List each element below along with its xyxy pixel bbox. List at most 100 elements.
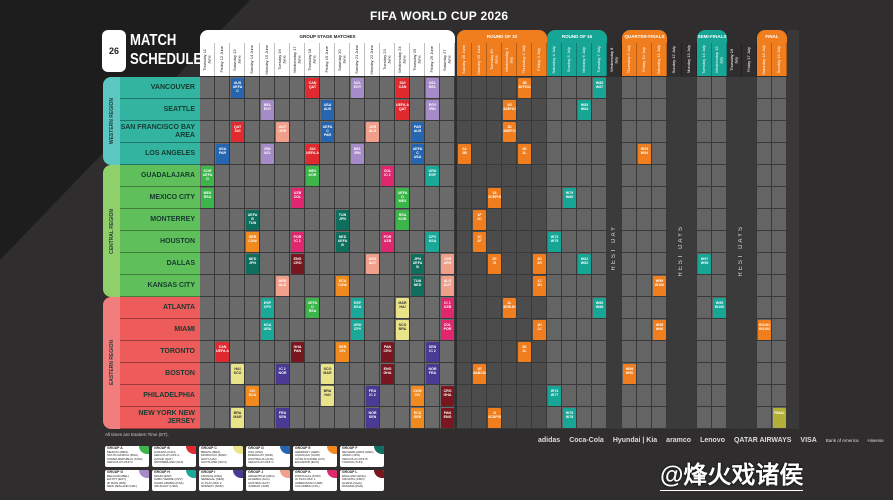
group-match-j[interactable]: ARG AUT: [366, 254, 379, 274]
knockout-match-r16[interactable]: W83 W84: [578, 100, 591, 120]
group-match-b[interactable]: SUI CAN: [396, 78, 409, 98]
group-match-i[interactable]: NOR FRA: [426, 364, 439, 384]
knockout-match-qf[interactable]: W99 W100: [653, 276, 666, 296]
group-match-i[interactable]: NOR SEN: [366, 408, 379, 428]
group-match-k[interactable]: POR UZB: [381, 232, 394, 252]
group-match-b[interactable]: UEFA A QAT: [396, 100, 409, 120]
group-match-f[interactable]: JPN UEFA B: [411, 254, 424, 274]
group-match-b[interactable]: CAN UEFA A: [216, 342, 229, 362]
group-match-c[interactable]: MAR HAI: [396, 298, 409, 318]
group-match-j[interactable]: AUT JOR: [276, 122, 289, 142]
group-match-h[interactable]: ESP KSA: [351, 298, 364, 318]
group-match-g[interactable]: IRN NZL: [261, 144, 274, 164]
group-match-e[interactable]: CUW CIV: [411, 386, 424, 406]
knockout-match-r32[interactable]: 1J 2H: [533, 276, 546, 296]
group-match-e[interactable]: ECU GER: [411, 408, 424, 428]
knockout-match-qf[interactable]: W95 W96: [653, 320, 666, 340]
group-match-a[interactable]: MEX RSA: [201, 188, 214, 208]
group-match-e[interactable]: GER CUW: [246, 232, 259, 252]
group-match-g[interactable]: NZL BEL: [426, 78, 439, 98]
group-match-h[interactable]: ESP CPV: [261, 298, 274, 318]
group-match-i[interactable]: SEN IC 2: [426, 342, 439, 362]
group-match-g[interactable]: BEL EGY: [261, 100, 274, 120]
group-match-h[interactable]: URU CPV: [351, 320, 364, 340]
group-match-j[interactable]: JOR ALG: [366, 122, 379, 142]
knockout-match-r16[interactable]: W74 W77: [548, 386, 561, 406]
knockout-match-r16[interactable]: W73 W75: [548, 232, 561, 252]
group-match-h[interactable]: KSA URU: [261, 320, 274, 340]
group-match-l[interactable]: GHA PAN: [291, 342, 304, 362]
group-match-f[interactable]: NED UEFA B: [336, 232, 349, 252]
group-match-d[interactable]: PAR AUS: [411, 122, 424, 142]
group-match-k[interactable]: UZB COL: [291, 188, 304, 208]
knockout-match-qf[interactable]: W89 W90: [623, 364, 636, 384]
group-match-b[interactable]: SUI UEFA A: [306, 144, 319, 164]
knockout-match-r32[interactable]: 2D 2G: [533, 254, 546, 274]
group-match-b[interactable]: QAT SUI: [231, 122, 244, 142]
group-match-a[interactable]: KOR UEFA D: [201, 166, 214, 186]
group-match-i[interactable]: FRA IC 2: [366, 386, 379, 406]
group-match-k[interactable]: IC 1 UZB: [441, 298, 454, 318]
group-match-g[interactable]: NZL EGY: [351, 78, 364, 98]
group-match-a[interactable]: UEFA D RSA: [306, 298, 319, 318]
group-match-f[interactable]: NED JPN: [246, 254, 259, 274]
group-match-l[interactable]: ENG CRO: [291, 254, 304, 274]
group-match-l[interactable]: CRO GHA: [441, 386, 454, 406]
knockout-match-r16[interactable]: W86 W88: [593, 298, 606, 318]
group-match-k[interactable]: POR IC 1: [291, 232, 304, 252]
knockout-match-r16[interactable]: W79 W80: [563, 188, 576, 208]
group-match-c[interactable]: HAI SCO: [231, 364, 244, 384]
group-match-h[interactable]: URU ESP: [426, 166, 439, 186]
group-match-c[interactable]: BRA MAR: [231, 408, 244, 428]
group-match-j[interactable]: ALG AUT: [441, 276, 454, 296]
group-match-d[interactable]: AUS UEFA C: [231, 78, 244, 98]
knockout-match-third[interactable]: RU101 RU102: [758, 320, 771, 340]
group-match-f[interactable]: UEFA B TUN: [246, 210, 259, 230]
group-match-e[interactable]: ECU CUW: [336, 276, 349, 296]
knockout-match-r32[interactable]: 1B 3EFGIJ: [518, 78, 531, 98]
group-match-d[interactable]: USA PAR: [216, 144, 229, 164]
knockout-match-r32[interactable]: 1I3CDFGH: [488, 408, 501, 428]
group-match-d[interactable]: UEFA C USA: [411, 144, 424, 164]
group-match-c[interactable]: BRA HAI: [321, 386, 334, 406]
knockout-match-r32[interactable]: 2E 2I: [488, 254, 501, 274]
group-match-f[interactable]: TUN JPN: [336, 210, 349, 230]
knockout-match-sf[interactable]: W97 W98: [698, 254, 711, 274]
group-match-k[interactable]: COL IC 1: [381, 166, 394, 186]
group-match-g[interactable]: EGY IRN: [426, 100, 439, 120]
group-match-d[interactable]: UEFA C PAR: [321, 122, 334, 142]
group-match-c[interactable]: SCO MAR: [321, 364, 334, 384]
group-match-c[interactable]: SCO BRA: [396, 320, 409, 340]
knockout-match-r32[interactable]: 2A 2B: [458, 144, 471, 164]
group-match-e[interactable]: CIV ECU: [246, 386, 259, 406]
knockout-match-r16[interactable]: W76 W78: [563, 408, 576, 428]
group-match-l[interactable]: ENG GHA: [381, 364, 394, 384]
knockout-match-r32[interactable]: 1D 3BEFIJ: [503, 122, 516, 142]
group-match-a[interactable]: UEFA D MEX: [396, 188, 409, 208]
knockout-match-qf[interactable]: W93 W94: [638, 144, 651, 164]
knockout-match-r16[interactable]: W81 W82: [578, 254, 591, 274]
group-match-l[interactable]: PAN ENG: [441, 408, 454, 428]
knockout-match-r32[interactable]: 1E3ABCDF: [473, 364, 486, 384]
group-match-f[interactable]: TUN NED: [411, 276, 424, 296]
knockout-match-r32[interactable]: 1F 2C: [473, 210, 486, 230]
knockout-match-r32[interactable]: 1L 3EHIJK: [503, 298, 516, 318]
knockout-match-r32[interactable]: 2K 2L: [518, 144, 531, 164]
knockout-match-r32[interactable]: 1C 2F: [473, 232, 486, 252]
group-match-k[interactable]: COL POR: [441, 320, 454, 340]
knockout-match-final[interactable]: FINAL: [773, 408, 786, 428]
group-match-j[interactable]: ARG ALG: [276, 276, 289, 296]
group-match-e[interactable]: GER CIV: [336, 342, 349, 362]
knockout-match-r32[interactable]: 2K 2L: [518, 342, 531, 362]
knockout-match-r32[interactable]: 1A 3CEFHI: [488, 188, 501, 208]
knockout-match-r16[interactable]: W85 W87: [593, 78, 606, 98]
group-match-a[interactable]: MEX KOR: [306, 166, 319, 186]
group-match-i[interactable]: IC 2 NOR: [276, 364, 289, 384]
group-match-h[interactable]: CPV KSA: [426, 232, 439, 252]
knockout-match-r32[interactable]: 1G 3AEHIJ: [503, 100, 516, 120]
group-match-l[interactable]: PAN CRO: [381, 342, 394, 362]
group-match-b[interactable]: CAN QAT: [306, 78, 319, 98]
group-match-g[interactable]: BEL IRN: [351, 144, 364, 164]
group-match-j[interactable]: JOR ARG: [441, 254, 454, 274]
knockout-match-r32[interactable]: 1H 2J: [533, 320, 546, 340]
